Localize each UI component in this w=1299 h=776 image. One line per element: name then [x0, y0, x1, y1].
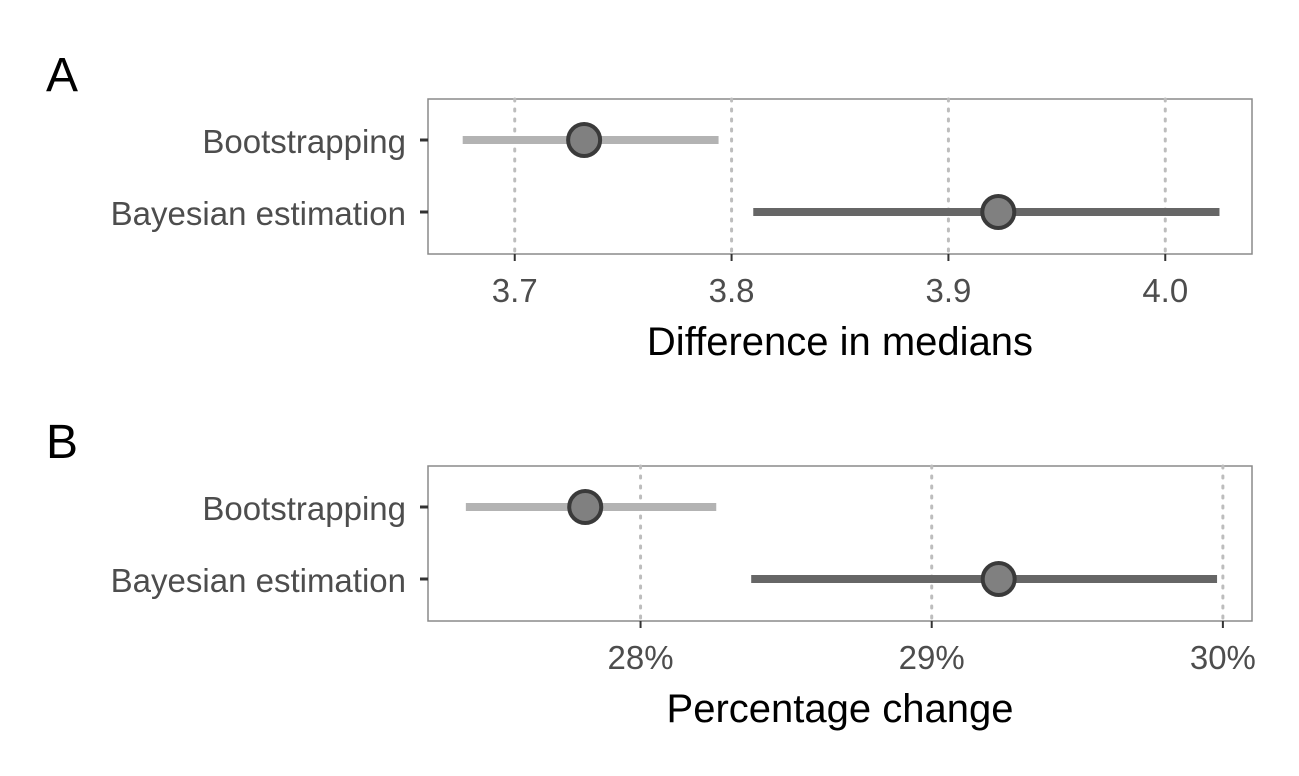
x-tick-label: 29%	[899, 639, 965, 676]
x-axis-title: Difference in medians	[647, 320, 1033, 364]
x-tick-label: 30%	[1190, 639, 1256, 676]
interval-marks	[462, 122, 1220, 230]
panel-label: A	[46, 49, 78, 102]
x-axis: 28% 29% 30%	[608, 639, 1256, 676]
x-tick-label: 3.7	[492, 272, 538, 309]
y-axis: Bootstrapping Bayesian estimation	[111, 490, 406, 599]
panel-a: A Bootstrapping Bayesian estimation 3.7 …	[46, 49, 1253, 364]
panel-label: B	[46, 416, 78, 469]
y-axis: Bootstrapping Bayesian estimation	[111, 123, 406, 232]
point-estimate	[980, 561, 1017, 597]
plot-panel-border	[427, 98, 1253, 255]
plot-panel-border	[427, 465, 1253, 622]
x-tick-label: 28%	[608, 639, 674, 676]
point-estimate	[566, 122, 603, 158]
y-tick-label-bayesian: Bayesian estimation	[111, 195, 406, 232]
y-tick-label-bootstrapping: Bootstrapping	[202, 490, 406, 527]
y-tick-label-bayesian: Bayesian estimation	[111, 562, 406, 599]
grid-lines	[639, 464, 1225, 623]
panel-b: B Bootstrapping Bayesian estimation 28% …	[46, 416, 1256, 731]
point-estimate	[567, 489, 604, 525]
grid-lines	[513, 97, 1167, 256]
y-tick-label-bootstrapping: Bootstrapping	[202, 123, 406, 160]
x-tick-label: 3.8	[709, 272, 755, 309]
x-tick-label: 3.9	[925, 272, 971, 309]
x-tick-label: 4.0	[1142, 272, 1188, 309]
point-estimate	[980, 194, 1017, 230]
x-axis: 3.7 3.8 3.9 4.0	[492, 272, 1188, 309]
x-axis-title: Percentage change	[667, 687, 1014, 731]
interval-marks	[465, 489, 1218, 597]
